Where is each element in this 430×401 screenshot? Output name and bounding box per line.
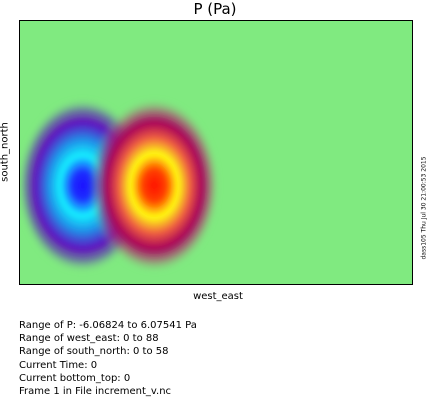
timestamp-note: dass105 Thu Jul 30 21:00:53 2015 [420, 156, 428, 260]
x-axis-label: west_east [193, 291, 243, 302]
info-line-frame: Frame 1 in File increment_v.nc [19, 386, 172, 398]
heatmap-maximum-blob [88, 97, 221, 274]
info-line-current-time: Current Time: 0 [19, 359, 98, 371]
plot-title: P (Pa) [193, 0, 237, 18]
info-line-west-east-range: Range of west_east: 0 to 88 [19, 333, 159, 345]
y-axis-label: south_north [0, 122, 11, 182]
info-panel: Range of P: -6.06824 to 6.07541 Pa Range… [19, 319, 197, 398]
info-line-south-north-range: Range of south_north: 0 to 58 [19, 346, 169, 358]
plot-area [19, 20, 413, 285]
info-line-current-bottom-top: Current bottom_top: 0 [19, 372, 131, 384]
info-line-p-range: Range of P: -6.06824 to 6.07541 Pa [19, 320, 197, 331]
